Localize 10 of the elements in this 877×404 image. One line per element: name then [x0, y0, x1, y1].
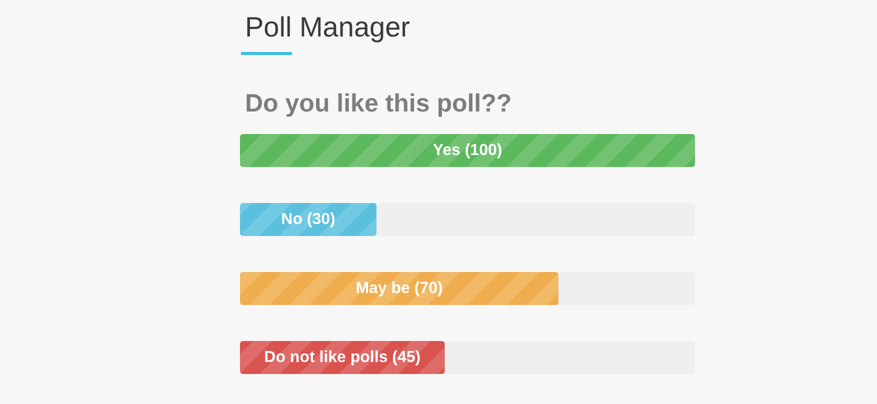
y-tick-label: No: [281, 211, 303, 228]
data-label: (30): [306, 211, 336, 228]
data-label: (100): [464, 142, 502, 159]
y-tick-label: Yes: [432, 142, 460, 159]
data-label: (45): [392, 349, 421, 366]
data-label: (70): [414, 280, 443, 297]
chart-title: Poll Manager: [245, 12, 410, 42]
chart-subtitle: Do you like this poll??: [245, 90, 512, 118]
y-tick-label: Do not like polls: [264, 349, 388, 366]
y-tick-label: May be: [356, 280, 410, 297]
